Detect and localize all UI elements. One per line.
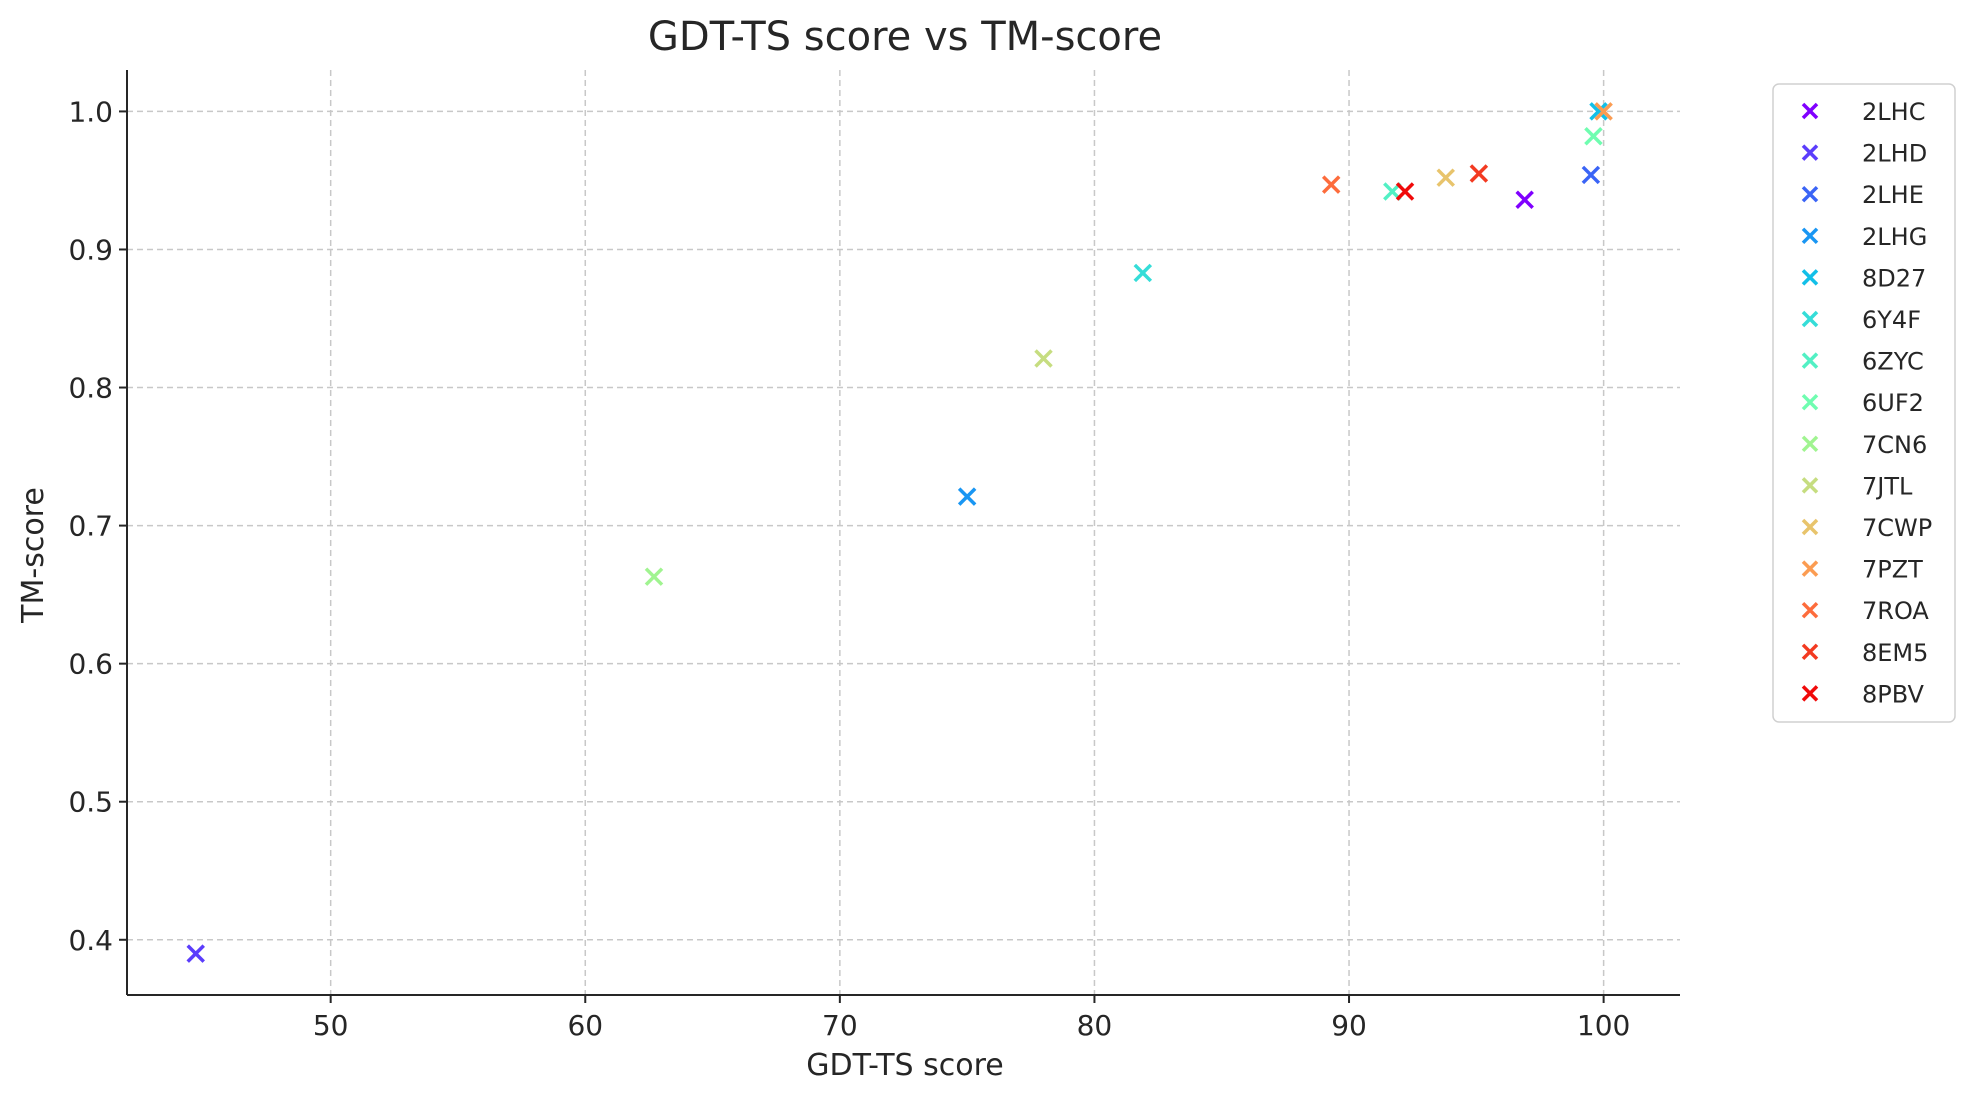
x-tick-label: 90 [1331, 1009, 1367, 1042]
legend-label-7cn6: 7CN6 [1862, 431, 1927, 459]
legend-label-8em5: 8EM5 [1862, 639, 1928, 667]
data-point-8pbv [1395, 182, 1415, 201]
legend-marker-2lhc [1801, 102, 1819, 120]
legend-marker-7cwp [1801, 518, 1819, 536]
legend-label-2lhg: 2LHG [1862, 223, 1927, 251]
legend-marker-2lhe [1801, 185, 1819, 203]
data-point-8em5 [1469, 164, 1489, 183]
y-tick-label: 0.8 [68, 372, 113, 405]
x-axis-label: GDT-TS score [806, 1048, 1004, 1083]
y-tick-label: 0.4 [68, 924, 113, 957]
x-tick-label: 50 [313, 1009, 349, 1042]
legend-label-2lhd: 2LHD [1862, 140, 1927, 168]
legend-label-6y4f: 6Y4F [1862, 306, 1921, 334]
legend-label-7cwp: 7CWP [1862, 514, 1932, 542]
legend-marker-7roa [1801, 601, 1819, 619]
data-points [186, 102, 1613, 963]
y-axis-ticks: 0.4 0.5 0.6 0.7 0.8 0.9 1.0 [68, 95, 127, 957]
legend-marker-6zyc [1801, 352, 1819, 369]
y-tick-label: 1.0 [68, 95, 113, 128]
legend-marker-7pzt [1801, 560, 1819, 577]
data-point-7cwp [1436, 168, 1456, 187]
data-point-7pzt [1594, 102, 1613, 121]
legend-marker-6uf2 [1801, 393, 1819, 411]
legend-label-7roa: 7ROA [1862, 597, 1929, 625]
legend-marker-8em5 [1801, 643, 1819, 661]
y-tick-label: 0.9 [68, 233, 113, 266]
legend-label-8d27: 8D27 [1862, 264, 1926, 292]
legend-frame [1772, 83, 1956, 723]
legend-label-7jtl: 7JTL [1862, 472, 1913, 500]
x-tick-label: 70 [822, 1009, 858, 1042]
x-tick-label: 80 [1077, 1009, 1113, 1042]
x-tick-label: 100 [1577, 1009, 1630, 1042]
x-tick-label: 60 [567, 1009, 603, 1042]
legend-label-2lhe: 2LHE [1862, 181, 1924, 209]
data-point-2lhd [186, 944, 205, 963]
legend-label-8pbv: 8PBV [1862, 680, 1924, 708]
legend-marker-7jtl [1801, 477, 1819, 494]
legend-marker-2lhg [1801, 227, 1819, 245]
grid-lines [127, 70, 1680, 995]
data-point-7roa [1321, 175, 1341, 194]
data-point-2lhg [957, 487, 977, 506]
legend-marker-8d27 [1801, 269, 1819, 286]
legend-label-7pzt: 7PZT [1862, 556, 1923, 584]
data-point-6y4f [1133, 263, 1153, 283]
legend-marker-7cn6 [1801, 435, 1819, 453]
legend-label-6uf2: 6UF2 [1862, 389, 1924, 417]
x-axis-ticks: 50 60 70 80 90 100 [313, 995, 1630, 1042]
legend-marker-8pbv [1801, 685, 1819, 702]
legend: 2LHC 2LHD 2LHE 2LHG 8D27 6Y4F 6ZYC 6UF2 7CN6 7JTL… [1772, 83, 1956, 723]
legend-marker-2lhd [1801, 144, 1819, 161]
y-tick-label: 0.6 [68, 648, 113, 681]
data-point-2lhe [1581, 165, 1601, 185]
chart-title: GDT-TS score vs TM-score [648, 14, 1162, 60]
y-tick-label: 0.5 [68, 786, 113, 819]
legend-marker-6y4f [1801, 310, 1819, 328]
y-axis-label: TM-score [16, 487, 51, 624]
legend-label-2lhc: 2LHC [1862, 98, 1925, 126]
axes-spines [126, 70, 1680, 996]
data-point-7cn6 [644, 567, 664, 586]
data-point-2lhc [1515, 190, 1534, 210]
legend-items: 2LHC 2LHD 2LHE 2LHG 8D27 6Y4F 6ZYC 6UF2 7CN6 7JTL… [1801, 98, 1932, 708]
data-point-6uf2 [1584, 127, 1603, 146]
legend-label-6zyc: 6ZYC [1862, 348, 1924, 376]
data-point-7jtl [1034, 349, 1053, 368]
y-tick-label: 0.7 [68, 510, 113, 543]
data-point-8d27 [1589, 102, 1608, 121]
